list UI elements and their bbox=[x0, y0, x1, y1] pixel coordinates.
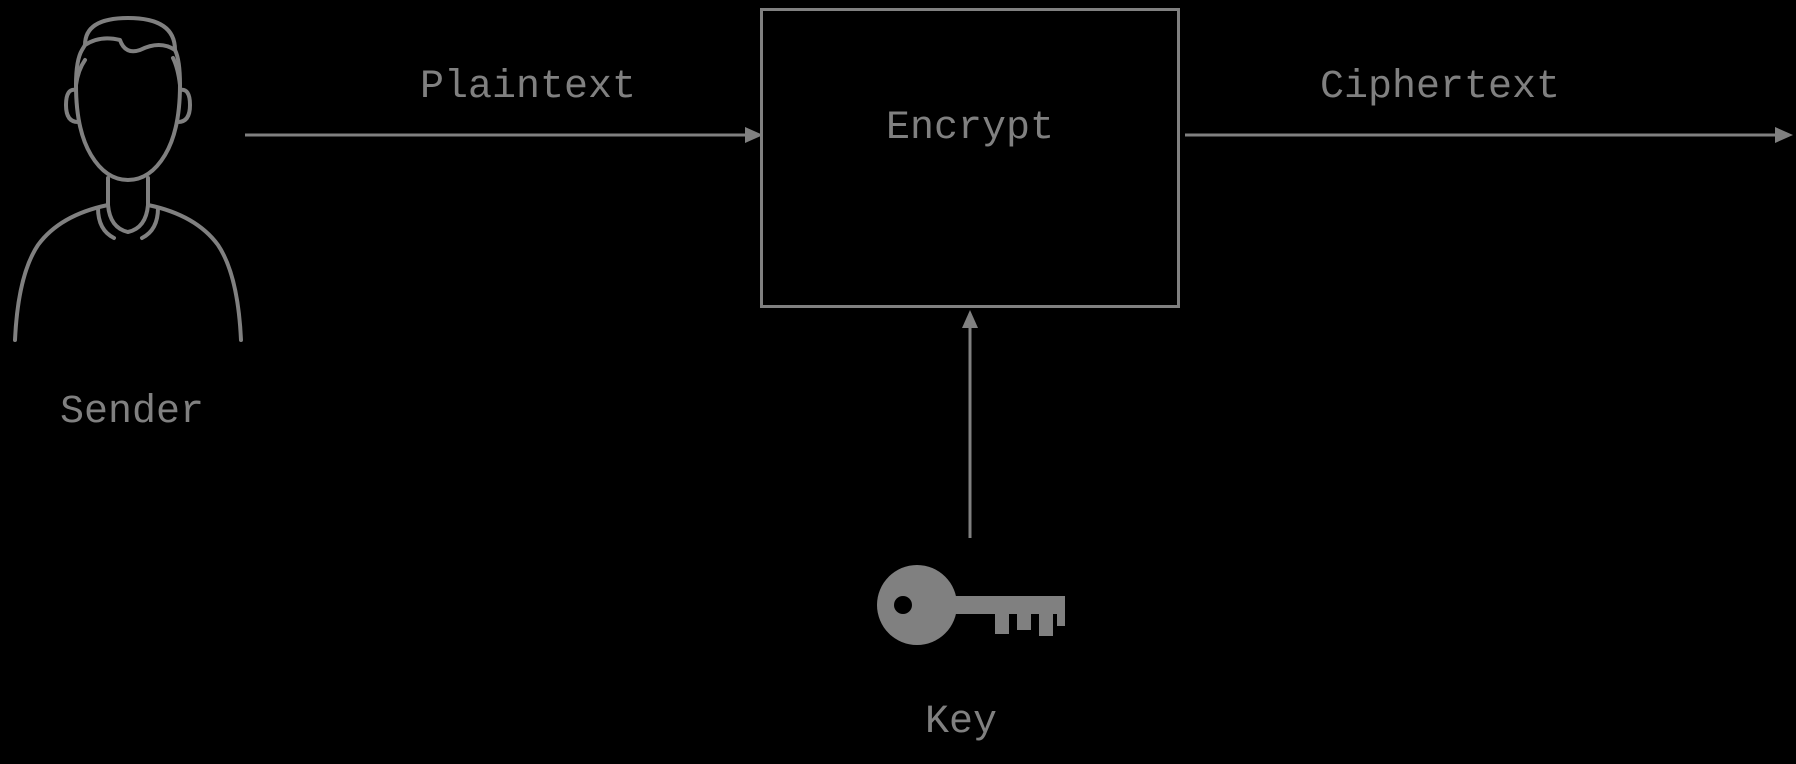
arrow-key bbox=[955, 310, 985, 540]
key-label: Key bbox=[925, 700, 997, 745]
encrypt-label: Encrypt bbox=[886, 106, 1054, 151]
person-icon bbox=[10, 10, 245, 360]
key-icon bbox=[875, 560, 1070, 650]
arrow-ciphertext bbox=[1185, 120, 1795, 150]
ciphertext-label: Ciphertext bbox=[1320, 65, 1560, 110]
encrypt-box: Encrypt bbox=[760, 8, 1180, 308]
plaintext-label: Plaintext bbox=[420, 65, 636, 110]
encryption-diagram: Sender Plaintext Encrypt Ciphertext bbox=[0, 0, 1796, 764]
arrow-plaintext bbox=[245, 120, 765, 150]
sender-label: Sender bbox=[60, 390, 204, 435]
